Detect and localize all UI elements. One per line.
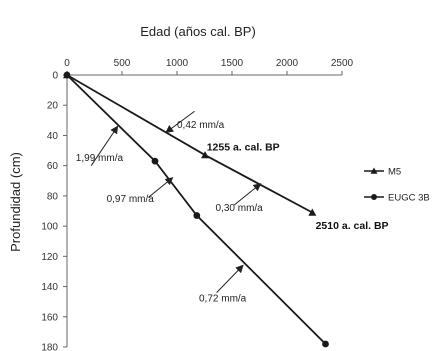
annotation-rate-097: 0,97 mm/a (107, 194, 155, 205)
annotation-arrow (216, 264, 244, 293)
annotation-rate-072: 0,72 mm/a (199, 294, 247, 305)
data-point (201, 151, 210, 159)
y-tick-label: 0 (52, 71, 58, 82)
y-tick-label: 60 (47, 161, 59, 172)
y-tick-label: 80 (47, 191, 59, 202)
y-axis-title: Profundidad (cm) (8, 152, 23, 252)
annotation-arrow (148, 177, 174, 198)
y-tick-label: 120 (41, 252, 58, 263)
data-point (151, 157, 159, 165)
annotation-rate-199: 1,99 mm/a (76, 153, 124, 164)
x-tick-label: 500 (114, 58, 131, 69)
x-axis-title: Edad (años cal. BP) (140, 24, 256, 39)
legend-label: M5 (388, 167, 401, 178)
annotation-label-2510: 2510 a. cal. BP (316, 220, 389, 232)
annotation-rate-042: 0,42 mm/a (177, 120, 225, 131)
data-point (193, 212, 201, 219)
annotation-arrow (90, 125, 119, 166)
axes-layer: 0 500 1000 1500 2000 2500 0 20 40 60 80 100 120 140 16… (41, 58, 353, 351)
x-tick-label: 2000 (276, 58, 299, 69)
data-point (308, 208, 317, 216)
y-tick-label: 140 (41, 282, 58, 293)
annotation-rate-030: 0,30 mm/a (216, 203, 264, 214)
legend: M5 EUGC 3B (364, 167, 430, 204)
annotation-arrow (233, 183, 262, 206)
annotation-label-1255: 1255 a. cal. BP (207, 142, 280, 154)
legend-item-m5: M5 (364, 167, 401, 178)
y-tick-label: 180 (41, 343, 58, 351)
y-tick-label: 40 (47, 131, 59, 142)
series-layer (63, 71, 329, 348)
data-point (63, 71, 71, 79)
x-tick-label: 2500 (331, 58, 354, 69)
series-line (66, 74, 327, 345)
y-tick-label: 100 (41, 222, 58, 233)
legend-marker (370, 167, 378, 174)
series-eugc-3b (63, 71, 329, 348)
x-tick-label: 1500 (221, 58, 244, 69)
legend-item-eugc-3b: EUGC 3B (364, 193, 430, 204)
y-tick-label: 160 (41, 312, 58, 323)
legend-marker (371, 194, 377, 200)
y-tick-label: 20 (47, 101, 59, 112)
legend-label: EUGC 3B (388, 193, 430, 204)
annotation-layer: 0,42 mm/a 1255 a. cal. BP 1,99 mm/a 0,97 mm… (76, 110, 389, 305)
x-tick-label: 0 (64, 58, 70, 69)
annotation-arrow (165, 110, 195, 134)
data-point (322, 340, 329, 348)
x-tick-label: 1000 (166, 58, 189, 69)
